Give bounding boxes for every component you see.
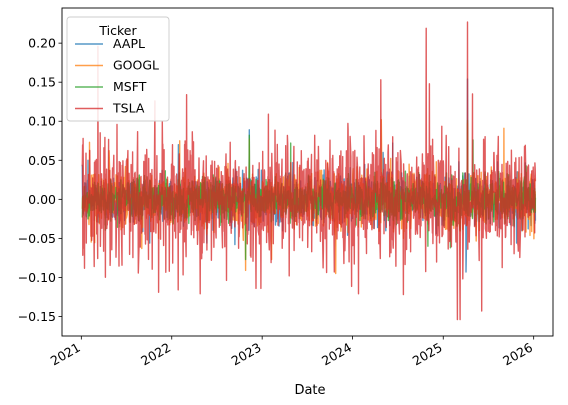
y-tick-label: 0.05 xyxy=(28,153,56,168)
legend-label-aapl: AAPL xyxy=(113,36,145,51)
legend-label-tsla: TSLA xyxy=(112,101,145,116)
y-tick-label: 0.15 xyxy=(28,75,56,90)
legend-title: Ticker xyxy=(98,23,137,38)
axes-frame xyxy=(61,7,554,337)
x-tick-label: 2025 xyxy=(410,340,445,369)
y-axis: −0.15 −0.10 −0.05 0.00 0.05 0.10 0.15 0.20 xyxy=(18,36,62,324)
y-tick-label: −0.15 xyxy=(18,309,56,324)
legend[interactable]: Ticker AAPL GOOGL MSFT TSLA xyxy=(66,16,170,122)
legend-box xyxy=(66,16,170,122)
x-axis-title: Date xyxy=(294,383,325,398)
plot-area xyxy=(81,21,537,321)
x-tick-label: 2021 xyxy=(48,340,83,369)
y-tick-label: −0.05 xyxy=(18,231,56,246)
x-tick-label: 2026 xyxy=(500,340,535,369)
y-tick-label: 0.10 xyxy=(28,114,56,129)
x-tick-label: 2024 xyxy=(319,340,354,369)
x-tick-label: 2023 xyxy=(229,340,264,369)
y-tick-label: 0.00 xyxy=(28,192,56,207)
series-line-tsla xyxy=(81,21,537,321)
legend-label-googl: GOOGL xyxy=(113,58,159,73)
y-tick-label: −0.10 xyxy=(18,270,56,285)
legend-label-msft: MSFT xyxy=(113,79,147,94)
x-tick-label: 2022 xyxy=(138,340,173,369)
y-tick-label: 0.20 xyxy=(28,36,56,51)
x-axis: 2021 2022 2023 2024 2025 2026 xyxy=(48,336,535,369)
